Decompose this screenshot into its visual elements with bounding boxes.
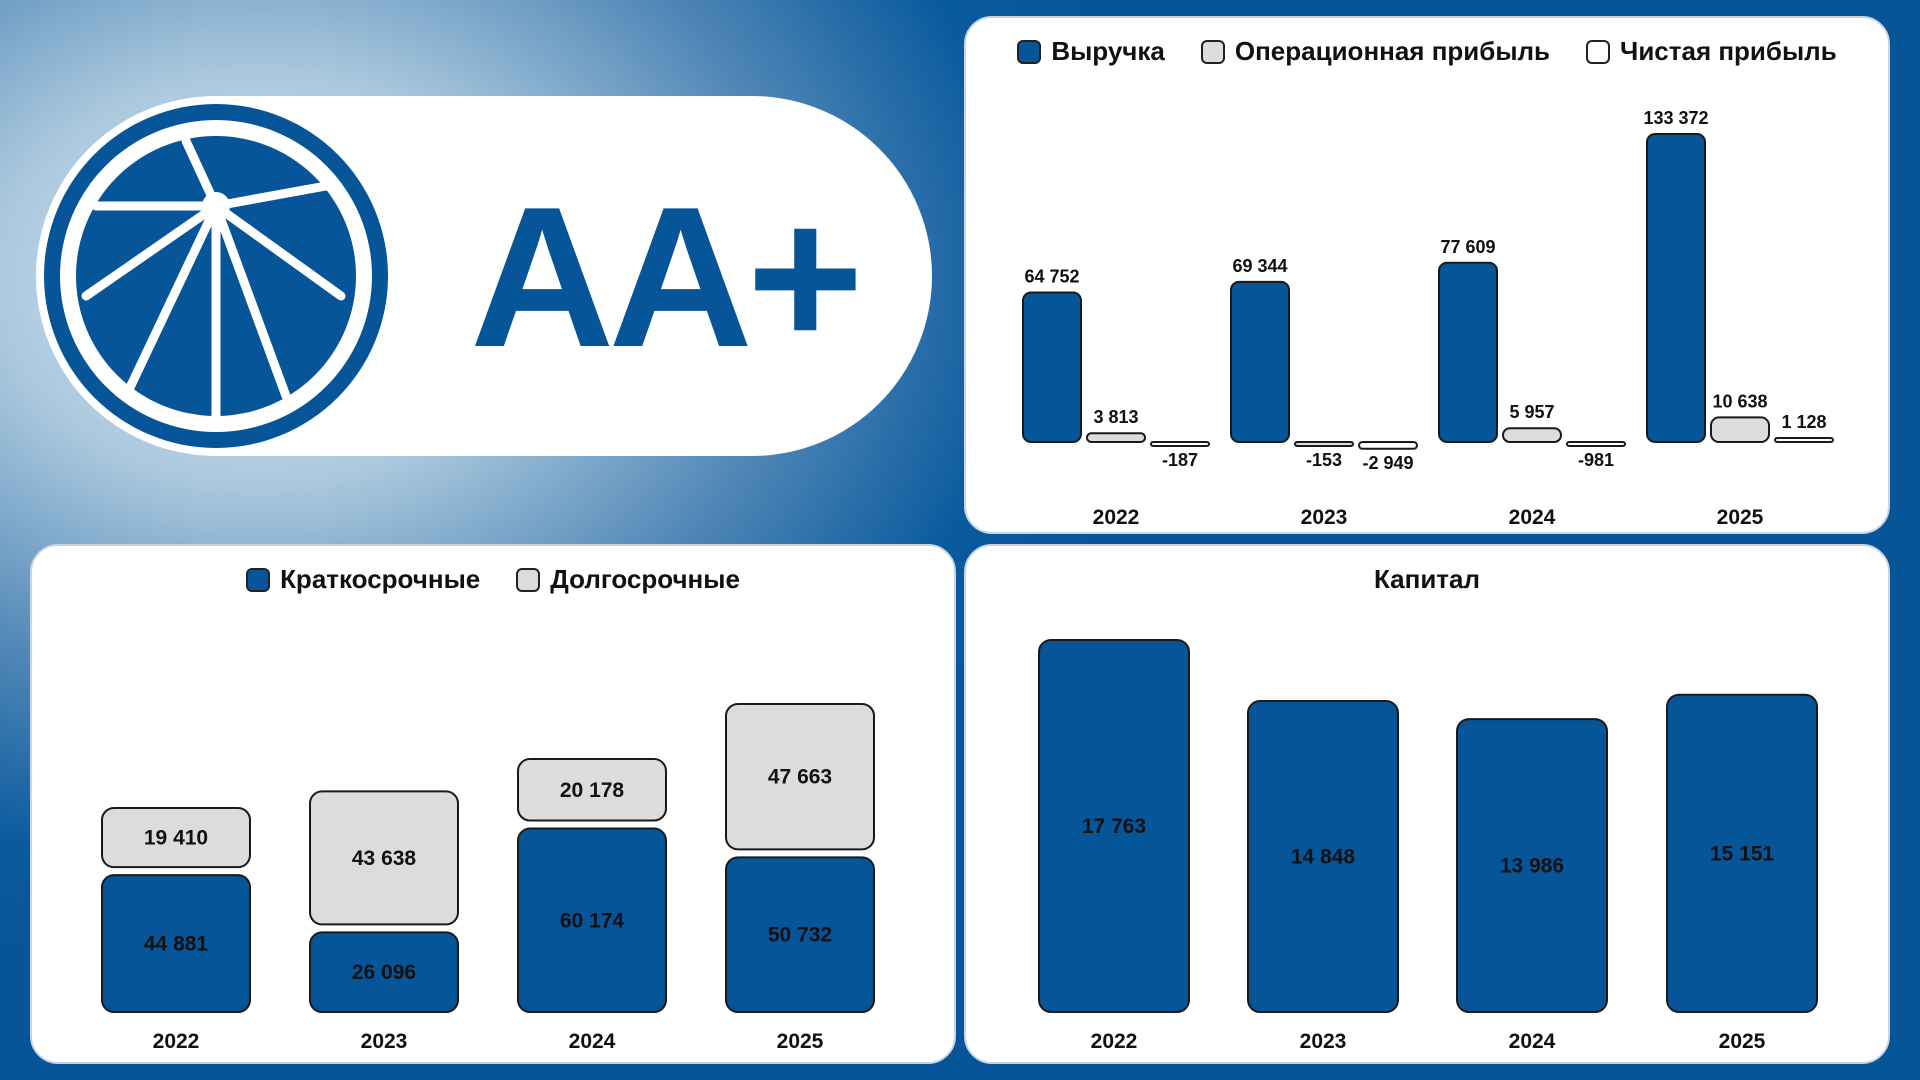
x-tick-label: 2023 xyxy=(1300,1030,1347,1053)
data-label: 43 638 xyxy=(352,847,417,870)
bar xyxy=(1358,441,1418,450)
legend-swatch xyxy=(516,567,541,592)
data-label: 60 174 xyxy=(560,909,625,932)
data-label: 13 986 xyxy=(1500,855,1564,878)
bar xyxy=(1456,718,1608,1013)
legend-item-long-term: Долгосрочные xyxy=(516,564,740,595)
bar xyxy=(1022,291,1082,443)
x-tick-label: 2024 xyxy=(1509,1030,1556,1053)
legend-label: Долгосрочные xyxy=(550,564,740,594)
bar xyxy=(517,827,667,1013)
legend-item-short-term: Краткосрочные xyxy=(246,564,480,595)
rating-value: AA+ xyxy=(470,166,864,389)
data-label: 133 372 xyxy=(1643,108,1708,128)
bar xyxy=(725,856,875,1013)
bar xyxy=(1086,432,1146,443)
legend-swatch xyxy=(246,567,271,592)
legend-swatch xyxy=(1017,39,1042,64)
x-tick-label: 2023 xyxy=(361,1030,408,1053)
bar xyxy=(1230,280,1290,443)
x-tick-label: 2025 xyxy=(1719,1030,1766,1053)
legend: Выручка Операционная прибыль Чистая приб… xyxy=(966,36,1888,67)
data-label: 44 881 xyxy=(144,933,209,956)
bar xyxy=(309,790,459,926)
bar xyxy=(309,931,459,1013)
bar xyxy=(1438,261,1498,443)
x-tick-label: 2023 xyxy=(1301,506,1348,529)
data-label: 69 344 xyxy=(1232,256,1287,276)
bar xyxy=(1646,133,1706,443)
legend-label: Чистая прибыль xyxy=(1620,36,1837,66)
x-tick-label: 2025 xyxy=(1717,506,1764,529)
legend-item-net-profit: Чистая прибыль xyxy=(1586,36,1837,67)
capital-chart: Капитал 17 763 2022 14 848 2023 13 986 2024 15… xyxy=(964,544,1890,1064)
revenue-profit-chart: Выручка Операционная прибыль Чистая приб… xyxy=(964,16,1890,534)
data-label: -153 xyxy=(1306,450,1342,470)
data-label: 50 732 xyxy=(768,924,832,947)
data-label: 17 763 xyxy=(1082,815,1146,838)
data-label: -2 949 xyxy=(1362,453,1413,473)
data-label: 47 663 xyxy=(768,766,832,789)
x-tick-label: 2022 xyxy=(1091,1030,1138,1053)
x-tick-label: 2024 xyxy=(569,1030,616,1053)
legend-label: Краткосрочные xyxy=(280,564,481,594)
bar xyxy=(101,874,251,1013)
data-label: 77 609 xyxy=(1440,237,1495,257)
data-label: 10 638 xyxy=(1712,391,1767,411)
debt-chart: Краткосрочные Долгосрочные 44 881 19 410 2… xyxy=(30,544,956,1064)
data-label: 14 848 xyxy=(1291,846,1356,869)
chart-title: Капитал xyxy=(1373,564,1481,594)
x-tick-label: 2022 xyxy=(153,1030,200,1053)
data-label: 19 410 xyxy=(144,827,208,850)
data-label: 1 128 xyxy=(1781,412,1826,432)
legend-swatch xyxy=(1586,39,1611,64)
bar xyxy=(1710,416,1770,444)
bar xyxy=(517,758,667,822)
bar xyxy=(1566,441,1626,447)
legend-label: Операционная прибыль xyxy=(1234,36,1551,66)
chart-plot: 44 881 19 410 2022 26 096 43 638 2023 60 174 20… xyxy=(101,703,875,1053)
data-label: 20 178 xyxy=(560,779,625,802)
bar xyxy=(1150,441,1210,447)
bar xyxy=(1502,427,1562,443)
data-label: -981 xyxy=(1578,450,1614,470)
bar xyxy=(101,806,251,869)
data-label: 15 151 xyxy=(1710,842,1775,865)
chart-plot: 17 763 2022 14 848 2023 13 986 2024 15 151 2025 xyxy=(1038,639,1818,1053)
company-logo-icon xyxy=(44,104,388,448)
data-label: 5 957 xyxy=(1509,402,1554,422)
legend-label: Выручка xyxy=(1051,36,1165,66)
chart-plot: 64 752 3 813 -187 2022 69 344 -153 -2 949 2023 7… xyxy=(1022,108,1834,529)
x-tick-label: 2022 xyxy=(1093,506,1140,529)
bar xyxy=(1774,437,1834,443)
data-label: 26 096 xyxy=(352,961,416,984)
bar xyxy=(1038,639,1190,1013)
bar xyxy=(1247,700,1399,1013)
legend: Краткосрочные Долгосрочные xyxy=(32,564,954,595)
x-tick-label: 2025 xyxy=(777,1030,824,1053)
data-label: -187 xyxy=(1162,450,1198,470)
legend-item-revenue: Выручка xyxy=(1017,36,1165,67)
x-tick-label: 2024 xyxy=(1509,506,1556,529)
bar xyxy=(725,703,875,851)
data-label: 64 752 xyxy=(1024,266,1079,286)
legend-item-operating-profit: Операционная прибыль xyxy=(1200,36,1551,67)
bar xyxy=(1666,693,1818,1013)
data-label: 3 813 xyxy=(1093,407,1138,427)
bar xyxy=(1294,441,1354,447)
legend-swatch xyxy=(1200,39,1225,64)
